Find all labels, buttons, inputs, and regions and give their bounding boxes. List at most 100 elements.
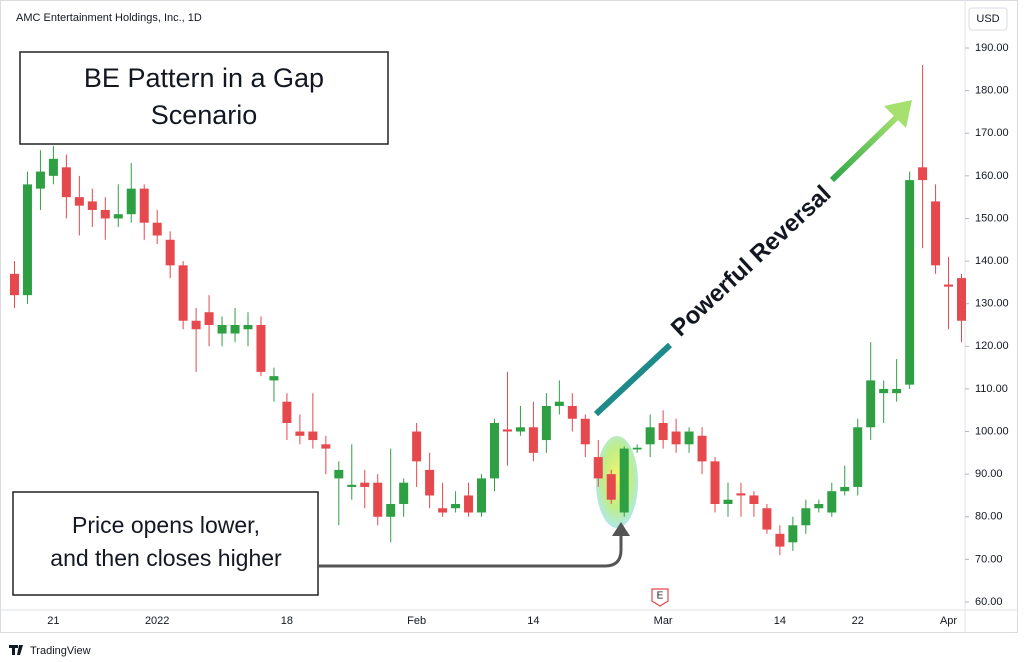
y-tick-label: 170.00 xyxy=(975,127,1009,139)
candle-body xyxy=(879,388,889,394)
candle-body xyxy=(165,239,175,266)
candle-body xyxy=(541,405,551,441)
x-tick-label: 14 xyxy=(527,615,539,627)
candle-body xyxy=(334,469,344,479)
candle-body xyxy=(580,418,590,445)
earnings-badge xyxy=(651,588,669,607)
note-line: and then closes higher xyxy=(50,545,282,571)
candle-body xyxy=(619,448,629,513)
candle-body xyxy=(632,447,642,450)
candle-body xyxy=(762,508,772,530)
candle-body xyxy=(451,503,461,509)
candle-body xyxy=(905,180,915,385)
candle-body xyxy=(697,435,707,462)
candle-body xyxy=(477,478,487,513)
candle-body xyxy=(243,325,253,330)
title-line: Scenario xyxy=(151,100,258,130)
brand: TradingView xyxy=(30,645,91,657)
candle-body xyxy=(399,482,409,504)
candle-body xyxy=(412,431,422,462)
candle-body xyxy=(749,495,759,504)
candle-body xyxy=(827,491,837,513)
y-tick-label: 80.00 xyxy=(975,511,1003,523)
candle-body xyxy=(22,184,32,296)
x-tick-label: 14 xyxy=(774,615,786,627)
reversal-arrowhead xyxy=(884,100,912,128)
y-tick-label: 150.00 xyxy=(975,212,1009,224)
x-tick-label: 22 xyxy=(852,615,864,627)
candle-body xyxy=(723,499,733,504)
candle-body xyxy=(736,493,746,496)
y-tick-label: 140.00 xyxy=(975,255,1009,267)
candle-body xyxy=(606,474,616,500)
candle-body xyxy=(892,388,902,394)
x-tick-label: 2022 xyxy=(145,615,169,627)
candle-body xyxy=(9,273,19,296)
candle-body xyxy=(35,171,45,189)
note-arrow xyxy=(318,532,623,568)
y-tick-label: 190.00 xyxy=(975,42,1009,54)
candle-body xyxy=(386,503,396,517)
y-tick-label: 120.00 xyxy=(975,340,1009,352)
note-arrowhead xyxy=(612,522,630,536)
candle-body xyxy=(48,158,58,176)
candle-body xyxy=(87,201,97,210)
candle-body xyxy=(554,401,564,406)
x-tick-label: Feb xyxy=(407,615,426,627)
candle-body xyxy=(61,167,71,198)
candle-body xyxy=(788,525,798,543)
note-line: Price opens lower, xyxy=(72,512,260,538)
candle-body xyxy=(671,431,681,445)
candle-body xyxy=(918,167,928,181)
candle-body xyxy=(528,427,538,453)
candle-body xyxy=(438,508,448,513)
candle-body xyxy=(931,201,941,266)
x-tick-label: 18 xyxy=(281,615,293,627)
candle-body xyxy=(853,427,863,487)
symbol: AMC Entertainment Holdings, Inc., 1D xyxy=(16,12,202,24)
x-tick-label: 21 xyxy=(47,615,59,627)
candle-body xyxy=(126,188,136,215)
candle-body xyxy=(100,209,110,219)
candle-body xyxy=(957,278,967,321)
pattern-highlight xyxy=(596,436,638,528)
candle-body xyxy=(269,376,279,381)
candle-body xyxy=(191,320,201,330)
candle-body xyxy=(74,197,84,206)
title-line: BE Pattern in a Gap xyxy=(84,63,324,93)
candle-body xyxy=(645,427,655,445)
reversal-arrow xyxy=(829,113,901,183)
candle-body xyxy=(710,461,720,504)
candle-body xyxy=(502,429,512,432)
candle-body xyxy=(775,533,785,547)
candle-body xyxy=(464,495,474,513)
y-tick-label: 100.00 xyxy=(975,425,1009,437)
tradingview-logo: TradingView xyxy=(9,645,91,657)
x-tick-label: Mar xyxy=(654,615,673,627)
candle-body xyxy=(256,325,266,372)
earnings-label: E xyxy=(657,591,664,602)
candle-body xyxy=(593,457,603,479)
candle-body xyxy=(360,482,370,487)
candle-body xyxy=(373,482,383,517)
candle-body xyxy=(204,312,214,325)
currency-box xyxy=(968,7,1008,31)
y-tick-label: 90.00 xyxy=(975,468,1003,480)
currency: USD xyxy=(976,13,999,25)
y-tick-label: 160.00 xyxy=(975,170,1009,182)
candle-body xyxy=(282,401,292,424)
y-tick-label: 130.00 xyxy=(975,298,1009,310)
candle-body xyxy=(489,423,499,479)
candle-body xyxy=(658,423,668,441)
reversal-line xyxy=(593,342,673,417)
note-box xyxy=(12,491,319,596)
candle-body xyxy=(152,222,162,236)
candle-body xyxy=(113,214,123,219)
candle-body xyxy=(801,508,811,526)
candle-body xyxy=(321,444,331,449)
candle-body xyxy=(866,380,876,428)
y-tick-label: 70.00 xyxy=(975,553,1003,565)
candle-body xyxy=(139,188,149,223)
candle-body xyxy=(425,469,435,496)
candle-body xyxy=(814,503,824,509)
